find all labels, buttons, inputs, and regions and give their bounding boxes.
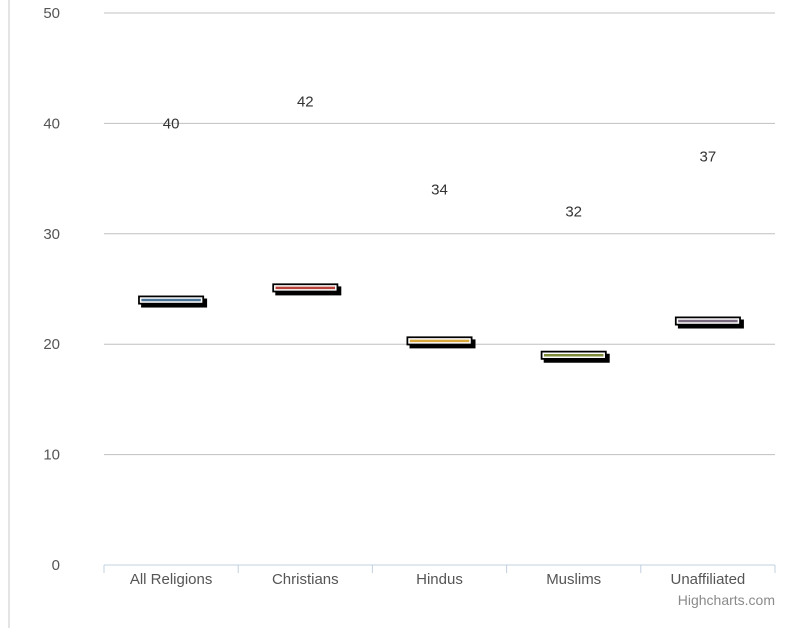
data-label: 34 — [431, 182, 448, 199]
y-tick-label: 30 — [43, 226, 60, 243]
gridlines — [104, 12, 775, 456]
y-tick-label: 40 — [43, 115, 60, 132]
x-tick-label: Muslims — [546, 571, 601, 588]
y-tick-label: 10 — [43, 447, 60, 464]
x-tick-label: Unaffiliated — [671, 571, 746, 588]
data-label: 37 — [700, 149, 717, 166]
data-label: 32 — [565, 204, 582, 221]
y-tick-label: 50 — [43, 5, 60, 22]
bar-muslims[interactable] — [540, 350, 610, 363]
y-axis: 0 10 20 30 40 50 — [43, 5, 60, 574]
bar-fill — [676, 318, 740, 324]
bar-fill — [542, 352, 605, 358]
x-tick-label: Christians — [272, 571, 339, 588]
x-tick-label: All Religions — [130, 571, 213, 588]
data-label: 40 — [163, 115, 180, 132]
data-label: 42 — [297, 93, 314, 110]
bar-fill — [139, 297, 203, 303]
bar-christians[interactable] — [272, 283, 342, 296]
bar-fill — [274, 285, 337, 291]
bar-hindus[interactable] — [406, 336, 476, 349]
x-tick-labels: All Religions Christians Hindus Muslims Unaf… — [130, 571, 745, 588]
bar-all-religions[interactable] — [138, 295, 208, 308]
bar-fill — [408, 338, 471, 344]
x-axis — [103, 564, 776, 573]
bar-unaffiliated[interactable] — [674, 316, 744, 329]
y-tick-label: 0 — [52, 557, 60, 574]
x-tick-label: Hindus — [416, 571, 463, 588]
y-tick-label: 20 — [43, 336, 60, 353]
bars — [138, 283, 744, 363]
data-labels: 40 42 34 32 37 — [163, 93, 716, 220]
credits-text[interactable]: Highcharts.com — [678, 592, 775, 608]
